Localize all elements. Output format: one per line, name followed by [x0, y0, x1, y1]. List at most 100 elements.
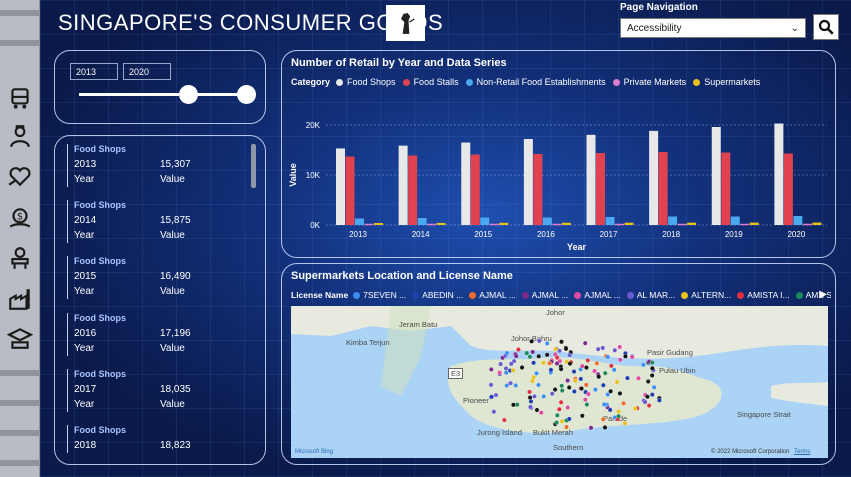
map-dot[interactable]	[559, 383, 565, 389]
map-dot[interactable]	[601, 402, 607, 407]
map-dot[interactable]	[488, 367, 494, 372]
year-to-input[interactable]: 2020	[123, 63, 171, 80]
map-dot[interactable]	[531, 374, 536, 380]
legend-item[interactable]: Non-Retail Food Establishments	[465, 77, 606, 87]
map-dot[interactable]	[531, 360, 536, 366]
map-dot[interactable]	[497, 370, 503, 376]
slider-thumb-start[interactable]	[179, 85, 198, 104]
map-dot[interactable]	[645, 379, 651, 384]
legend-item[interactable]: Food Shops	[336, 77, 396, 87]
map-dot[interactable]	[491, 409, 497, 415]
map-dot[interactable]	[488, 382, 494, 388]
map-dot[interactable]	[504, 383, 510, 388]
map-legend-item[interactable]: AJMAL ...	[521, 290, 568, 300]
map-dot[interactable]	[645, 394, 650, 400]
map-dot[interactable]	[573, 378, 578, 384]
map-dot[interactable]	[600, 416, 606, 422]
map-dot[interactable]	[503, 366, 509, 371]
map-dot[interactable]	[534, 407, 540, 413]
map-dot[interactable]	[559, 388, 565, 393]
map-legend-item[interactable]: AJMAL ...	[574, 290, 621, 300]
map-dot[interactable]	[553, 346, 558, 352]
map-dot[interactable]	[527, 354, 533, 360]
map-dot[interactable]	[541, 360, 546, 366]
map-dot[interactable]	[556, 406, 562, 412]
map-dot[interactable]	[649, 392, 655, 397]
map-dot[interactable]	[554, 412, 560, 418]
map-dot[interactable]	[536, 353, 542, 359]
search-button[interactable]	[813, 14, 839, 40]
map-dot[interactable]	[558, 399, 564, 405]
map-dot[interactable]	[617, 344, 623, 350]
map-dot[interactable]	[584, 402, 590, 407]
map-dot[interactable]	[623, 353, 628, 359]
transport-icon[interactable]	[4, 82, 36, 114]
map-dot[interactable]	[558, 366, 564, 372]
map-dot[interactable]	[583, 382, 589, 388]
map-dot[interactable]	[554, 420, 560, 425]
map-dot[interactable]	[548, 367, 554, 373]
map-dot[interactable]	[544, 341, 550, 346]
map-dot[interactable]	[566, 385, 572, 390]
map-dot[interactable]	[601, 382, 606, 388]
map-terms-link[interactable]: Terms	[794, 449, 811, 455]
map-dot[interactable]	[586, 391, 591, 397]
map-dot[interactable]	[565, 378, 570, 383]
map-dot[interactable]	[651, 384, 657, 390]
map-dot[interactable]	[567, 352, 573, 358]
map-legend-item[interactable]: AMISTA I...	[737, 290, 790, 300]
map-dot[interactable]	[621, 401, 626, 406]
year-from-input[interactable]: 2013	[70, 63, 118, 80]
map-dot[interactable]	[649, 360, 655, 365]
map-dot[interactable]	[532, 394, 537, 399]
map-dot[interactable]	[536, 338, 542, 344]
map-dot[interactable]	[511, 402, 516, 408]
legend-next-icon[interactable]: ▶	[819, 289, 827, 300]
map-dot[interactable]	[554, 361, 560, 366]
legend-item[interactable]: Supermarkets	[693, 77, 760, 87]
map-dot[interactable]	[534, 370, 539, 376]
leisure-icon[interactable]	[4, 242, 36, 274]
map-dot[interactable]	[582, 397, 588, 403]
map-dot[interactable]	[552, 387, 558, 392]
map-dot[interactable]	[498, 361, 504, 367]
slider-thumb-end[interactable]	[237, 85, 256, 104]
map-dot[interactable]	[536, 382, 541, 388]
legend-item[interactable]: Private Markets	[612, 77, 686, 87]
map-dot[interactable]	[549, 391, 555, 397]
map-dot[interactable]	[578, 376, 584, 382]
map-dot[interactable]	[617, 391, 623, 396]
map-dot[interactable]	[579, 386, 584, 391]
map-dot[interactable]	[547, 360, 552, 366]
map-dot[interactable]	[528, 399, 534, 404]
map-dot[interactable]	[602, 425, 608, 430]
map-dot[interactable]	[564, 424, 569, 430]
map-dot[interactable]	[657, 397, 662, 403]
map-dot[interactable]	[595, 346, 601, 352]
map-dot[interactable]	[530, 349, 536, 355]
map-legend-item[interactable]: ALTERN...	[681, 290, 731, 300]
year-slider-track[interactable]	[79, 93, 247, 96]
health-icon[interactable]	[4, 160, 36, 192]
map-dot[interactable]	[572, 389, 577, 394]
map-legend-item[interactable]: AMS SU...	[795, 290, 831, 300]
map-dot[interactable]	[552, 352, 558, 357]
map-dot[interactable]	[571, 369, 577, 374]
map-dot[interactable]	[588, 425, 594, 431]
map-dot[interactable]	[607, 407, 613, 413]
map-dot[interactable]	[612, 347, 618, 353]
map-dot[interactable]	[502, 417, 507, 423]
map-dot[interactable]	[600, 345, 606, 351]
map-legend-item[interactable]: 7SEVEN ...	[353, 290, 406, 300]
map-dot[interactable]	[565, 405, 571, 410]
map-dot[interactable]	[608, 388, 613, 394]
map-dot[interactable]	[614, 379, 620, 385]
map-legend-item[interactable]: AL MAR...	[626, 290, 675, 300]
map-dot[interactable]	[519, 365, 525, 370]
map-dot[interactable]	[632, 406, 638, 411]
scrollbar[interactable]	[251, 144, 256, 188]
map-dot[interactable]	[566, 416, 572, 422]
map-dot[interactable]	[579, 413, 585, 419]
map-dot[interactable]	[625, 375, 630, 381]
legend-item[interactable]: Food Stalls	[402, 77, 459, 87]
